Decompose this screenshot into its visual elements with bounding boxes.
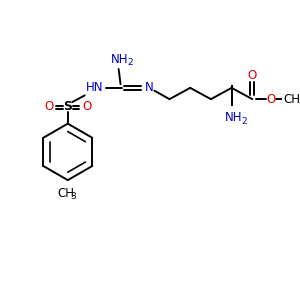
Text: N: N — [144, 81, 153, 94]
Text: CH: CH — [284, 93, 300, 106]
Text: O: O — [267, 93, 276, 106]
Text: CH: CH — [57, 187, 74, 200]
Text: O: O — [248, 69, 257, 82]
Text: NH: NH — [225, 112, 242, 124]
Text: O: O — [82, 100, 91, 113]
Text: 2: 2 — [241, 117, 247, 126]
Text: O: O — [44, 100, 54, 113]
Text: 3: 3 — [298, 98, 300, 106]
Text: HN: HN — [85, 81, 103, 94]
Text: NH: NH — [111, 53, 128, 66]
Text: S: S — [63, 100, 72, 113]
Text: 3: 3 — [70, 192, 76, 201]
Text: 2: 2 — [127, 58, 133, 67]
